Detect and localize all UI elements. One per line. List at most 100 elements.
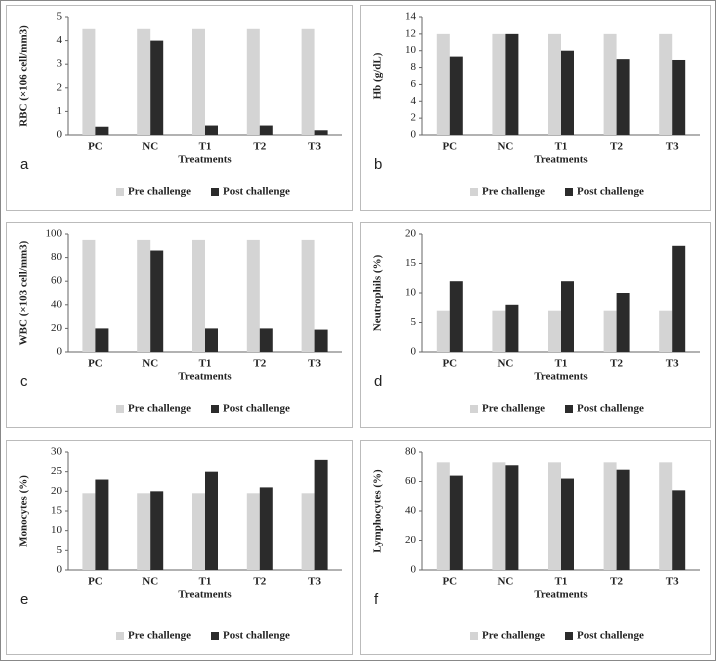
y-tick-label: 20 [405,534,417,546]
x-tick-label: NC [142,576,158,588]
legend-label: Post challenge [223,403,290,415]
y-tick-label: 4 [57,34,63,46]
x-tick-label: PC [442,141,457,153]
bar [246,493,260,570]
bar [561,50,574,135]
y-tick-label: 8 [411,61,417,73]
x-axis-title: Treatments [178,371,232,383]
y-tick-label: 0 [57,564,63,576]
y-tick-label: 4 [411,95,417,107]
legend-label: Pre challenge [482,186,545,198]
y-tick-label: 40 [51,298,63,310]
bar [492,310,506,352]
legend-swatch [211,632,219,640]
panel [360,5,711,211]
x-tick-label: T1 [555,576,568,588]
bar [192,493,205,570]
bar [82,493,96,570]
bar [150,250,164,352]
legend-label: Pre challenge [482,630,545,642]
y-tick-label: 5 [57,544,63,556]
y-tick-label: 3 [57,58,63,70]
panel [6,222,353,428]
x-tick-label: NC [142,141,158,153]
y-tick-label: 10 [405,44,417,56]
x-tick-label: T2 [253,576,266,588]
bar [561,281,574,352]
bar [301,493,315,570]
x-axis-title: Treatments [534,589,588,601]
y-tick-label: 20 [405,228,417,240]
y-tick-label: 25 [51,465,63,477]
x-axis-title: Treatments [534,371,588,383]
y-tick-label: 20 [51,485,63,497]
legend-swatch [116,405,124,413]
x-tick-label: T1 [555,141,568,153]
bar [95,328,109,352]
y-axis-title: RBC (×106 cell/mm3) [18,25,30,127]
bar [259,125,273,135]
y-tick-label: 0 [57,129,63,141]
bar [548,310,561,352]
y-tick-label: 0 [411,564,417,576]
legend-label: Pre challenge [128,403,191,415]
legend-label: Pre challenge [482,403,545,415]
y-tick-label: 5 [57,11,63,23]
bar [137,239,151,352]
x-tick-label: T3 [666,141,679,153]
bar [436,462,450,570]
bar [449,281,463,352]
legend-label: Pre challenge [128,630,191,642]
x-tick-label: T1 [555,358,568,370]
bar [301,239,315,352]
y-tick-label: 6 [411,78,417,90]
y-tick-label: 60 [405,475,417,487]
x-tick-label: T3 [666,358,679,370]
x-tick-label: NC [142,358,158,370]
bar [659,33,673,135]
bar [314,130,328,135]
x-tick-label: T2 [253,141,266,153]
bar [659,310,673,352]
y-axis-title: WBC (×103 cell/mm3) [18,240,30,345]
legend-swatch [565,188,573,196]
x-tick-label: T1 [199,576,212,588]
panel-label: d [374,373,382,390]
bar [505,304,519,352]
bar [449,56,463,135]
bar [659,462,673,570]
bar [137,28,151,135]
legend-swatch [565,405,573,413]
panel [6,5,353,211]
bar [246,239,260,352]
y-tick-label: 40 [405,505,417,517]
x-tick-label: PC [442,576,457,588]
bar [314,329,328,352]
x-tick-label: NC [497,576,513,588]
x-tick-label: PC [442,358,457,370]
x-tick-label: PC [88,358,103,370]
x-tick-label: NC [497,358,513,370]
bar [150,491,164,570]
legend-swatch [470,405,478,413]
y-tick-label: 2 [57,81,63,93]
bar [259,328,273,352]
bar [505,33,519,135]
x-tick-label: T3 [308,358,321,370]
x-tick-label: T1 [199,358,212,370]
bar [548,462,561,570]
bar [314,459,328,570]
bar [95,479,109,570]
panel [360,222,711,428]
bar [192,239,205,352]
x-tick-label: T2 [610,576,623,588]
bar [492,462,506,570]
bar [616,59,630,136]
legend-label: Post challenge [223,630,290,642]
y-tick-label: 10 [51,524,63,536]
legend-swatch [211,405,219,413]
bar [259,487,273,570]
legend-label: Post challenge [223,186,290,198]
